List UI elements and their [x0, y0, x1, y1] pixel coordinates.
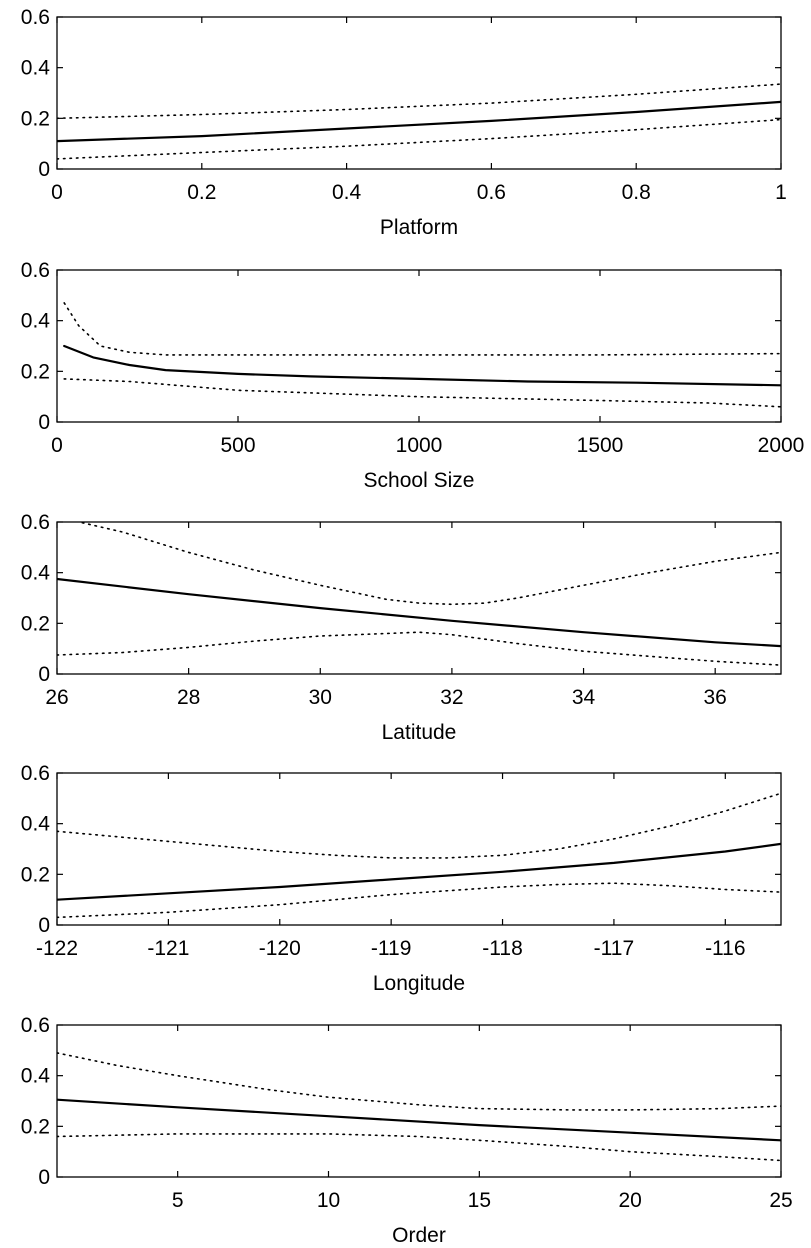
- x-axis-label: Latitude: [382, 721, 457, 744]
- estimate-line: [57, 100, 781, 143]
- y-tick-label: 0.6: [21, 259, 50, 282]
- x-axis-label: Longitude: [373, 972, 465, 995]
- chart-panel-2: 0 0.2 0.4 0.6 0 500 1000 1500 2000 School Size: [21, 259, 805, 492]
- confidence-band-line: [57, 882, 781, 919]
- x-tick-label: 20: [618, 1189, 641, 1212]
- plot-frame: [56, 521, 782, 675]
- series-group: [57, 83, 781, 160]
- plot-frame: [56, 1024, 782, 1178]
- x-tick-label: 5: [172, 1189, 184, 1212]
- y-tick-label: 0: [38, 914, 50, 937]
- y-tick-label: 0.6: [21, 1014, 50, 1037]
- x-tick-label: 0: [51, 181, 63, 204]
- confidence-band-line: [63, 302, 781, 356]
- x-axis-label: Order: [392, 1224, 446, 1247]
- confidence-band-line: [57, 1133, 781, 1162]
- y-tick-label: 0.4: [21, 57, 51, 80]
- y-tick-label: 0.2: [21, 863, 50, 886]
- confidence-band-line: [57, 118, 781, 160]
- y-tick-label: 0: [38, 158, 50, 181]
- y-tick-label: 0.4: [21, 813, 51, 836]
- y-tick-label: 0.6: [21, 6, 50, 29]
- x-tick-label: 0.8: [622, 181, 651, 204]
- confidence-band-line: [57, 83, 781, 120]
- y-tick-label: 0.4: [21, 562, 51, 585]
- x-tick-label: 30: [309, 686, 332, 709]
- chart-panel-4: 0 0.2 0.4 0.6 -122 -121 -120 -119 -118 -117 -116 Lo…: [21, 762, 782, 995]
- x-tick-label: 28: [177, 686, 200, 709]
- x-tick-label: 1500: [577, 434, 624, 457]
- x-tick-label: 25: [769, 1189, 792, 1212]
- x-tick-label: 0: [51, 434, 63, 457]
- x-tick-label: -116: [705, 937, 745, 960]
- confidence-band-line: [57, 631, 781, 666]
- y-tick-label: 0: [38, 663, 50, 686]
- y-tick-label: 0.6: [21, 762, 50, 785]
- series-group: [57, 792, 781, 919]
- confidence-band-line: [57, 1052, 781, 1111]
- x-tick-label: 500: [220, 434, 255, 457]
- estimate-line: [57, 1098, 781, 1142]
- y-tick-label: 0.2: [21, 1115, 50, 1138]
- y-tick-label: 0.2: [21, 360, 50, 383]
- chart-panel-3: 0 0.2 0.4 0.6 26 28 30 32 34 36 Latitude: [21, 511, 782, 744]
- x-tick-label: 26: [45, 686, 68, 709]
- x-tick-label: 2000: [758, 434, 805, 457]
- series-group: [63, 302, 781, 408]
- series-group: [57, 1052, 781, 1162]
- confidence-band-line: [57, 792, 781, 859]
- x-tick-label: 1000: [396, 434, 443, 457]
- x-tick-label: 0.2: [187, 181, 216, 204]
- x-tick-label: 10: [317, 1189, 340, 1212]
- x-axis-label: School Size: [364, 469, 475, 492]
- estimate-line: [57, 842, 781, 901]
- x-tick-label: 1: [775, 181, 787, 204]
- estimate-line: [63, 344, 781, 387]
- x-tick-label: 36: [704, 686, 727, 709]
- x-tick-label: -119: [371, 937, 411, 960]
- plot-frame: [56, 772, 782, 926]
- chart-panel-1: 0 0.2 0.4 0.6 0 0.2 0.4 0.6 0.8 1 Platform: [21, 6, 787, 239]
- x-tick-label: 32: [440, 686, 463, 709]
- y-tick-label: 0: [38, 1166, 50, 1189]
- confidence-band-line: [63, 378, 781, 408]
- series-group: [57, 522, 781, 666]
- y-tick-label: 0.4: [21, 310, 51, 333]
- x-axis-label: Platform: [380, 216, 458, 239]
- y-tick-label: 0.2: [21, 107, 50, 130]
- y-tick-label: 0: [38, 411, 50, 434]
- y-tick-label: 0.4: [21, 1065, 51, 1088]
- x-tick-label: -120: [259, 937, 301, 960]
- y-tick-label: 0.2: [21, 612, 50, 635]
- plot-frame: [56, 269, 782, 423]
- x-tick-label: 0.6: [477, 181, 506, 204]
- chart-panel-5: 0 0.2 0.4 0.6 5 10 15 20 25 Order: [21, 1014, 793, 1247]
- estimate-line: [57, 577, 781, 648]
- x-tick-label: -122: [36, 937, 78, 960]
- x-tick-label: -121: [147, 937, 189, 960]
- plot-frame: [56, 16, 782, 170]
- y-tick-label: 0.6: [21, 511, 50, 534]
- x-tick-label: -117: [594, 937, 634, 960]
- x-tick-label: 0.4: [332, 181, 362, 204]
- x-tick-label: 34: [572, 686, 596, 709]
- x-tick-label: -118: [482, 937, 522, 960]
- x-tick-label: 15: [468, 1189, 491, 1212]
